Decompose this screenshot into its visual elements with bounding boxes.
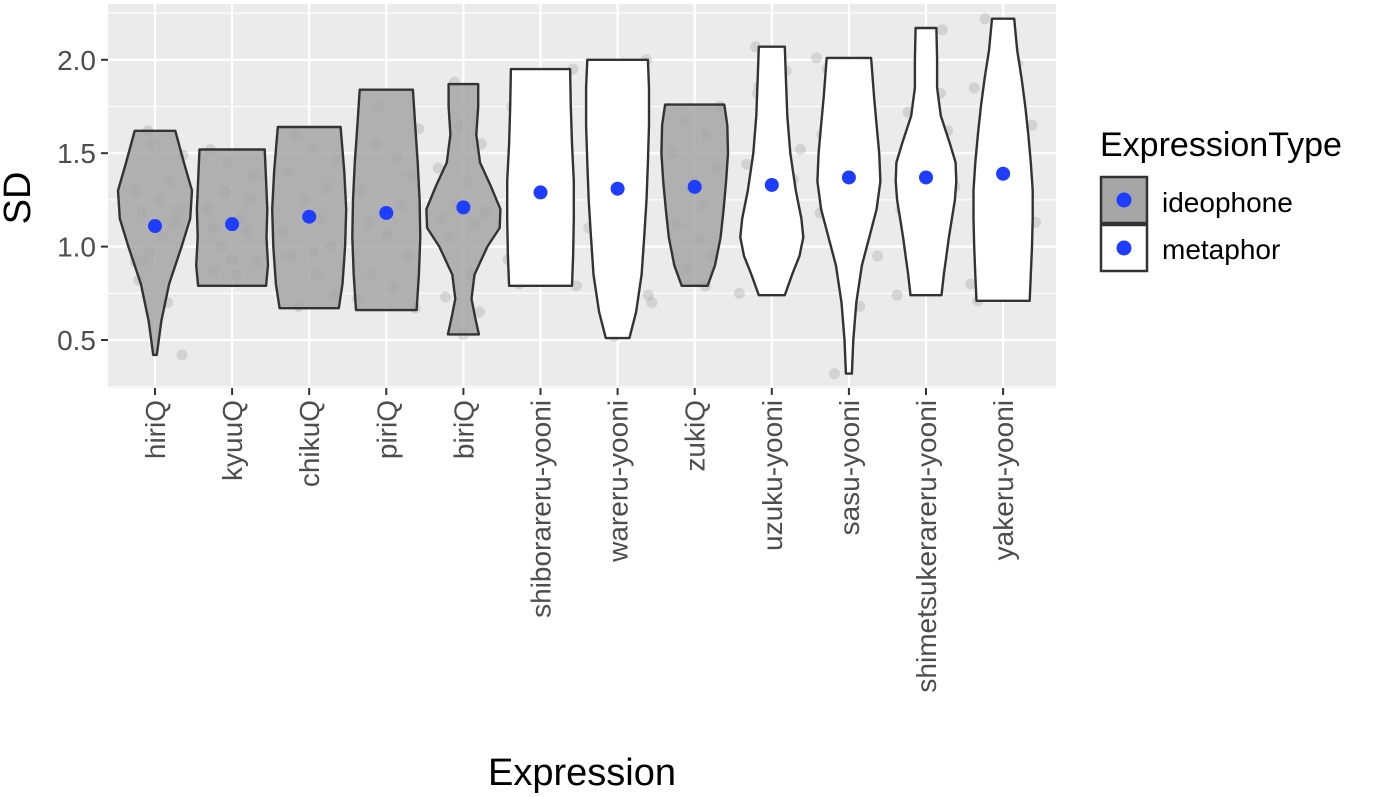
x-tick-label: uzuku-yooni bbox=[757, 400, 788, 551]
violin-yakeru-yooni bbox=[972, 17, 1034, 302]
jitter-point bbox=[795, 143, 807, 155]
jitter-point bbox=[968, 82, 980, 94]
mean-point bbox=[302, 209, 317, 224]
x-tick-label: biriQ bbox=[448, 400, 479, 459]
legend-label-ideophone: ideophone bbox=[1162, 187, 1293, 218]
x-tick-label: shimetsukerareru-yooni bbox=[911, 400, 942, 693]
legend-label-metaphor: metaphor bbox=[1162, 234, 1280, 265]
x-axis-title: Expression bbox=[488, 752, 676, 794]
jitter-point bbox=[439, 291, 451, 303]
violin-shimetsukerareru-yooni bbox=[894, 26, 958, 297]
mean-point bbox=[225, 217, 240, 232]
jitter-point bbox=[936, 24, 948, 36]
x-tick-label: chikuQ bbox=[294, 400, 325, 487]
y-axis-ticks: 0.5 1.0 1.5 2.0 bbox=[57, 45, 108, 356]
jitter-point bbox=[733, 287, 745, 299]
mean-point bbox=[996, 166, 1011, 181]
jitter-point bbox=[891, 289, 903, 301]
y-tick-label: 0.5 bbox=[57, 325, 96, 356]
mean-point bbox=[610, 181, 625, 196]
violin-piriQ bbox=[351, 88, 422, 312]
jitter-point bbox=[646, 297, 658, 309]
jitter-point bbox=[741, 158, 753, 170]
mean-point bbox=[919, 170, 933, 185]
x-tick-label: shiborareru-yooni bbox=[526, 400, 557, 618]
mean-points bbox=[148, 166, 1011, 234]
y-axis-title: SD bbox=[0, 172, 39, 225]
y-tick-label: 1.0 bbox=[57, 232, 96, 263]
jitter-point bbox=[571, 280, 582, 292]
x-tick-label: yakeru-yooni bbox=[988, 400, 1019, 560]
violin-uzuku-yooni bbox=[739, 45, 805, 297]
mean-point bbox=[148, 219, 162, 234]
mean-point bbox=[456, 200, 471, 215]
jitter-point bbox=[829, 368, 840, 380]
violin-wareru-yooni bbox=[584, 58, 651, 340]
y-tick-label: 2.0 bbox=[57, 45, 96, 76]
violin-shiborareru-yooni bbox=[506, 67, 575, 287]
jitter-point bbox=[965, 278, 977, 290]
x-tick-label: wareru-yooni bbox=[603, 400, 634, 563]
violin-hiriQ bbox=[116, 129, 194, 357]
x-tick-label: zukiQ bbox=[680, 400, 711, 472]
mean-point bbox=[533, 185, 548, 200]
mean-point bbox=[379, 205, 394, 220]
legend: ExpressionType ideophone metaphor bbox=[1099, 126, 1342, 273]
violin-zukiQ bbox=[660, 103, 730, 287]
x-axis-ticks: hiriQ kyuuQ chikuQ piriQ biriQ shiborareru-yo… bbox=[140, 388, 1019, 693]
x-tick-label: hiriQ bbox=[140, 400, 171, 459]
jitter-point bbox=[811, 52, 822, 64]
legend-key-metaphor-point bbox=[1116, 240, 1132, 256]
mean-point bbox=[687, 179, 702, 194]
jitter-point bbox=[979, 13, 991, 25]
legend-key-ideophone-point bbox=[1116, 192, 1132, 208]
jitter-point bbox=[432, 162, 444, 174]
jitter-point bbox=[474, 306, 486, 318]
jitter-point bbox=[176, 349, 188, 361]
jitter-point bbox=[872, 250, 884, 262]
y-tick-label: 1.5 bbox=[57, 138, 96, 169]
mean-point bbox=[841, 170, 856, 185]
x-tick-label: kyuuQ bbox=[217, 400, 248, 481]
jitter-point bbox=[1026, 119, 1038, 131]
jitter-point bbox=[642, 289, 654, 301]
x-tick-label: piriQ bbox=[371, 400, 402, 459]
mean-point bbox=[764, 177, 779, 192]
x-tick-label: sasu-yooni bbox=[834, 400, 865, 535]
violin-sasu-yooni bbox=[816, 56, 882, 375]
legend-title: ExpressionType bbox=[1100, 126, 1342, 164]
